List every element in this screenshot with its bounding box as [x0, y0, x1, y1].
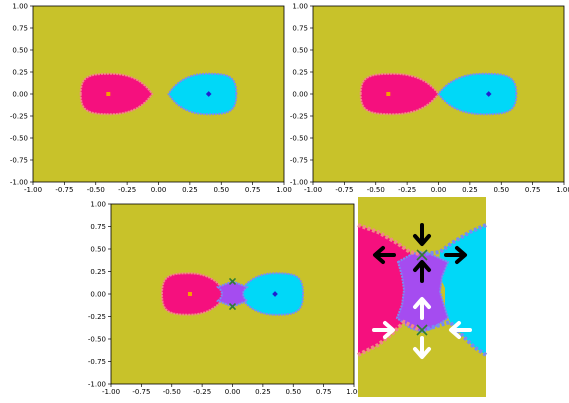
green-cross-marker-top — [228, 277, 237, 285]
x-tick-label: -1.00 — [102, 388, 120, 396]
y-tick-label: 0.75 — [292, 25, 308, 33]
y-tick-label: 0.00 — [12, 91, 28, 99]
y-tick-label: -0.50 — [88, 336, 106, 344]
x-tick-label: 0.00 — [431, 186, 447, 194]
x-tick-label: -0.25 — [118, 186, 136, 194]
x-tick-labels: -1.00 -0.75 -0.50 -0.25 0.00 0.25 0.50 0.75 1.00 — [102, 384, 362, 396]
x-tick-label: 1.00 — [276, 186, 292, 194]
x-tick-label: -0.25 — [193, 388, 211, 396]
x-tick-label: 0.25 — [462, 186, 478, 194]
boundary-edge — [423, 223, 487, 256]
x-tick-label: -1.00 — [24, 186, 42, 194]
cyan-region — [438, 225, 486, 355]
x-tick-label: 0.25 — [255, 388, 271, 396]
y-tick-labels: 1.00 0.75 0.50 0.25 0.00 -0.25 -0.50 -0.75 -1.00 — [88, 201, 111, 389]
white-arrow-down — [413, 336, 431, 359]
orange-square-marker — [187, 292, 192, 296]
x-tick-label: 0.50 — [493, 186, 509, 194]
y-tick-label: 1.00 — [12, 3, 28, 11]
x-tick-label: 0.50 — [285, 388, 301, 396]
x-tick-label: 0.75 — [245, 186, 261, 194]
y-tick-label: -0.75 — [290, 157, 308, 165]
y-tick-label: -0.25 — [88, 313, 106, 321]
green-cross-marker-bottom — [416, 324, 428, 336]
boundary-edge — [357, 223, 421, 256]
x-tick-label: 0.50 — [213, 186, 229, 194]
x-tick-label: -0.25 — [398, 186, 416, 194]
orange-square-marker — [386, 92, 391, 96]
panel-top-right: -1.00-0.75-0.50-0.250.000.250.500.751.00… — [290, 3, 569, 195]
y-tick-label: -0.25 — [290, 113, 308, 121]
orange-square-marker — [106, 92, 111, 96]
y-tick-label: -0.50 — [290, 135, 308, 143]
x-tick-label: 0.00 — [151, 186, 167, 194]
blue-diamond-marker — [485, 91, 492, 97]
y-tick-label: 0.50 — [292, 47, 308, 55]
y-tick-label: 0.25 — [90, 268, 106, 276]
black-arrow-down — [413, 223, 431, 246]
pink-region — [358, 225, 412, 355]
green-cross-marker-top — [416, 249, 428, 261]
x-tick-label: -0.75 — [55, 186, 73, 194]
panel-top-left: -1.00 -0.75 -0.50 -0.25 0.00 0.25 0.50 0.75 1.00… — [10, 3, 292, 195]
cyan-basin-region — [167, 72, 238, 116]
y-tick-label: -0.75 — [88, 358, 106, 366]
y-tick-label: 0.25 — [292, 69, 308, 77]
green-cross-marker-bottom — [228, 303, 237, 311]
panel-zoom — [357, 197, 488, 397]
x-tick-labels: -1.00 -0.75 -0.50 -0.25 0.00 0.25 0.50 0.75 1.00 — [304, 182, 569, 194]
x-tick-label: 1.00 — [346, 388, 362, 396]
white-arrow-left — [449, 321, 472, 339]
plot-background — [33, 6, 284, 182]
boundary-edge — [423, 319, 488, 357]
black-arrow-left — [373, 246, 396, 264]
white-arrow-up — [413, 297, 431, 320]
x-tick-labels: -1.00 -0.75 -0.50 -0.25 0.00 0.25 0.50 0.75 1.00 — [24, 182, 292, 194]
x-tick-label: -1.00 — [304, 186, 322, 194]
boundary-edge — [357, 319, 421, 357]
y-tick-label: 0.75 — [90, 223, 106, 231]
y-tick-label: -0.75 — [10, 157, 28, 165]
y-tick-label: 0.00 — [292, 91, 308, 99]
y-tick-label: -0.50 — [10, 135, 28, 143]
y-tick-label: 0.25 — [12, 69, 28, 77]
y-tick-label: 0.00 — [90, 291, 106, 299]
x-tick-label: 0.25 — [182, 186, 198, 194]
y-tick-label: 0.50 — [12, 47, 28, 55]
white-arrow-right — [372, 321, 395, 339]
x-tick-label: 0.00 — [225, 388, 241, 396]
purple-basin-region — [215, 280, 250, 308]
y-tick-label: 0.75 — [12, 25, 28, 33]
x-tick-label: -0.50 — [367, 186, 385, 194]
x-tick-label: -0.75 — [335, 186, 353, 194]
y-tick-label: -1.00 — [88, 381, 106, 389]
y-tick-labels: 1.00 0.75 0.50 0.25 0.00 -0.25 -0.50 -0.75 -1.00 — [10, 3, 33, 187]
x-tick-label: 0.75 — [316, 388, 332, 396]
y-tick-labels: 1.00 0.75 0.50 0.25 0.00 -0.25 -0.50 -0.75 -1.00 — [290, 3, 313, 187]
y-tick-label: -0.25 — [10, 113, 28, 121]
flow-arrows — [372, 223, 472, 359]
panel-bottom: -1.00 -0.75 -0.50 -0.25 0.00 0.25 0.50 0.75 1.00… — [88, 201, 362, 397]
y-tick-label: 1.00 — [90, 201, 106, 209]
y-tick-label: 1.00 — [292, 3, 308, 11]
x-tick-label: -0.50 — [163, 388, 181, 396]
black-arrow-right — [444, 246, 467, 264]
x-tick-label: -0.75 — [132, 388, 150, 396]
cyan-basin-region — [437, 72, 518, 116]
y-tick-label: -1.00 — [290, 179, 308, 187]
y-tick-label: -1.00 — [10, 179, 28, 187]
y-tick-label: 0.50 — [90, 246, 106, 254]
x-tick-label: 0.75 — [525, 186, 541, 194]
x-tick-label: -0.50 — [87, 186, 105, 194]
pink-basin-region — [79, 72, 154, 116]
x-tick-label: 1.00 — [556, 186, 569, 194]
black-arrow-up — [413, 260, 431, 283]
blue-diamond-marker — [272, 291, 278, 297]
blue-diamond-marker — [205, 91, 212, 97]
